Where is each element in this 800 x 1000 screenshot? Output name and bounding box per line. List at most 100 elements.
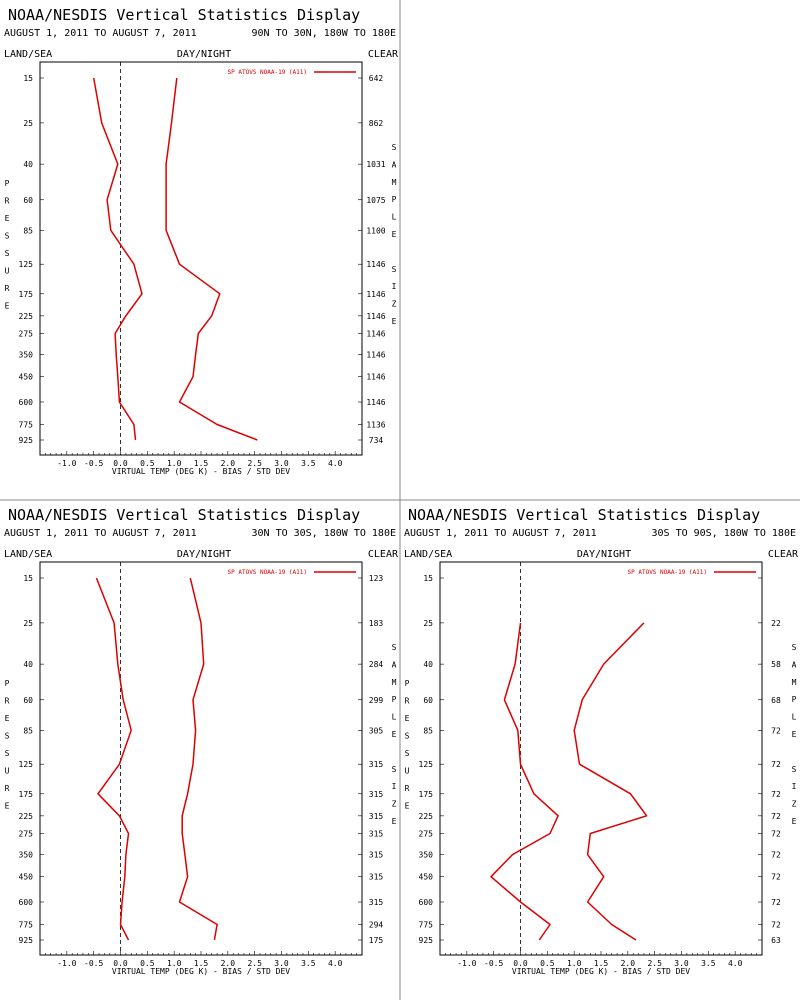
- x-tick-label: 3.0: [274, 459, 289, 468]
- plot-frame: [439, 561, 763, 956]
- x-tick-label: 3.5: [301, 459, 316, 468]
- pressure-level-label: 925: [19, 436, 34, 445]
- pressure-level-label: 450: [19, 373, 34, 382]
- chart-panel-1: NOAA/NESDIS Vertical Statistics Display A…: [4, 6, 399, 476]
- sample-size-value: 862: [369, 119, 384, 128]
- pressure-level-label: 125: [419, 760, 434, 769]
- panel-title: NOAA/NESDIS Vertical Statistics Display: [8, 6, 360, 24]
- pressure-level-label: 175: [19, 790, 34, 799]
- pressure-level-label: 25: [423, 619, 433, 628]
- pressure-axis-letter: P: [5, 179, 10, 188]
- pressure-axis-letter: R: [405, 697, 410, 706]
- legend-label: SP ATOVS NOAA-19 (A11): [228, 569, 307, 576]
- plot-frame: [39, 61, 363, 456]
- sample-size-axis-letter: I: [392, 782, 397, 791]
- pressure-level-label: 350: [419, 851, 434, 860]
- sample-size-value: 315: [369, 790, 384, 799]
- sample-size-value: 1146: [366, 260, 385, 269]
- pressure-level-label: 60: [23, 196, 33, 205]
- x-tick-label: -1.0: [57, 959, 76, 968]
- pressure-level-label: 350: [19, 351, 34, 360]
- x-tick-label: -1.0: [57, 459, 76, 468]
- sample-size-axis-letter: P: [392, 695, 397, 704]
- x-tick-label: 2.5: [247, 459, 262, 468]
- pressure-level-label: 15: [23, 574, 33, 583]
- pressure-axis-letter: E: [5, 214, 10, 223]
- sample-size-axis-letter: Z: [392, 300, 397, 309]
- pressure-axis-letter: P: [5, 679, 10, 688]
- sample-size-value: 1146: [366, 398, 385, 407]
- pressure-axis-letter: R: [5, 197, 10, 206]
- sample-size-axis-letter: A: [392, 660, 397, 669]
- pressure-level-label: 15: [23, 74, 33, 83]
- x-tick-label: 0.5: [140, 959, 155, 968]
- x-tick-label: 4.0: [328, 459, 343, 468]
- sample-size-value: 22: [771, 619, 781, 628]
- sample-size-axis-letter: S: [392, 765, 397, 774]
- pressure-axis-letter: R: [405, 784, 410, 793]
- region-label: 30N TO 30S, 180W TO 180E: [252, 528, 397, 539]
- pressure-level-label: 925: [19, 936, 34, 945]
- x-tick-label: 2.0: [621, 959, 636, 968]
- pressure-level-label: 775: [19, 920, 34, 929]
- sample-size-value: 1100: [366, 226, 385, 235]
- clear-label: CLEAR: [768, 549, 799, 560]
- sample-size-axis-letter: E: [792, 817, 797, 826]
- sample-size-axis-letter: E: [392, 817, 397, 826]
- sample-size-value: 72: [771, 812, 781, 821]
- sample-size-value: 1146: [366, 290, 385, 299]
- pressure-level-label: 350: [19, 851, 34, 860]
- legend-label: SP ATOVS NOAA-19 (A11): [228, 69, 307, 76]
- pressure-level-label: 125: [19, 260, 34, 269]
- sample-size-value: 1146: [366, 329, 385, 338]
- pressure-axis-letter: R: [5, 284, 10, 293]
- pressure-level-label: 775: [419, 920, 434, 929]
- pressure-axis-letter: R: [5, 784, 10, 793]
- sample-size-value: 72: [771, 873, 781, 882]
- pressure-level-label: 275: [419, 829, 434, 838]
- sample-size-axis-letter: Z: [792, 800, 797, 809]
- pressure-axis-letter: S: [5, 749, 10, 758]
- x-tick-label: 0.0: [113, 459, 128, 468]
- clear-label: CLEAR: [368, 49, 399, 60]
- sample-size-value: 68: [771, 696, 781, 705]
- sample-size-value: 305: [369, 726, 384, 735]
- bias-series-line: [92, 77, 143, 441]
- x-tick-label: 2.0: [221, 459, 236, 468]
- pressure-axis-letter: S: [5, 232, 10, 241]
- sample-size-value: 72: [771, 790, 781, 799]
- sample-size-axis-letter: P: [792, 695, 797, 704]
- pressure-level-label: 225: [19, 312, 34, 321]
- day-night-label: DAY/NIGHT: [577, 549, 631, 560]
- sample-size-value: 642: [369, 74, 384, 83]
- sample-size-value: 1146: [366, 373, 385, 382]
- pressure-level-label: 85: [23, 726, 33, 735]
- pressure-axis-letter: U: [405, 767, 410, 776]
- region-label: 90N TO 30N, 180W TO 180E: [252, 28, 397, 39]
- sample-size-value: 315: [369, 760, 384, 769]
- pressure-level-label: 60: [23, 696, 33, 705]
- x-tick-label: 0.0: [113, 959, 128, 968]
- pressure-level-label: 25: [23, 119, 33, 128]
- x-tick-label: -0.5: [484, 959, 503, 968]
- pressure-axis-letter: E: [405, 802, 410, 811]
- land-sea-label: LAND/SEA: [4, 549, 52, 560]
- pressure-level-label: 600: [419, 898, 434, 907]
- sample-size-axis-letter: E: [792, 730, 797, 739]
- pressure-axis-letter: R: [5, 697, 10, 706]
- x-tick-label: 2.5: [647, 959, 662, 968]
- sample-size-axis-letter: S: [792, 765, 797, 774]
- sample-size-value: 294: [369, 920, 384, 929]
- date-range: AUGUST 1, 2011 TO AUGUST 7, 2011: [4, 28, 197, 39]
- pressure-level-label: 85: [23, 226, 33, 235]
- sample-size-axis-letter: Z: [392, 800, 397, 809]
- bias-series-line: [95, 577, 132, 941]
- sample-size-value: 72: [771, 920, 781, 929]
- pressure-level-label: 225: [419, 812, 434, 821]
- sample-size-value: 1136: [366, 420, 385, 429]
- pressure-axis-letter: S: [405, 749, 410, 758]
- sample-size-value: 315: [369, 829, 384, 838]
- pressure-axis-letter: E: [5, 802, 10, 811]
- std-dev-series-line: [573, 622, 648, 941]
- pressure-level-label: 125: [19, 760, 34, 769]
